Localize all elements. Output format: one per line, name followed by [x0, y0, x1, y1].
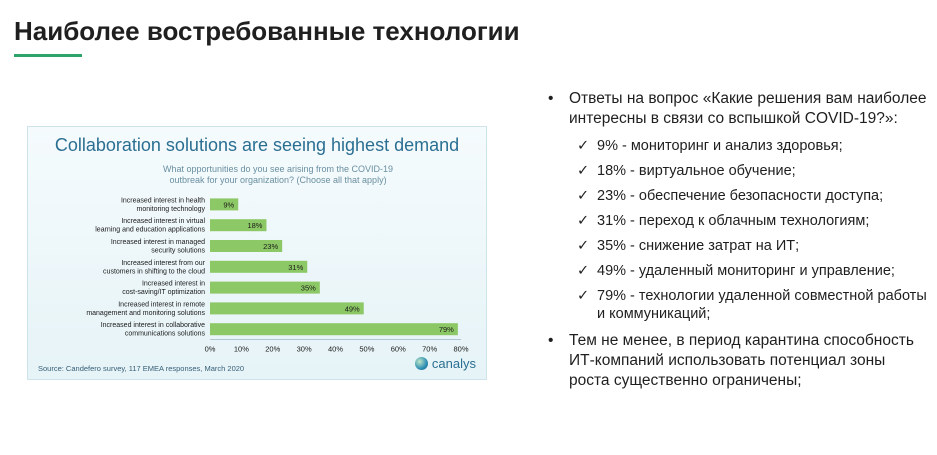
bullet-dot-icon: • — [548, 90, 554, 107]
checkmark-icon: ✓ — [577, 263, 590, 279]
checkmark-icon: ✓ — [577, 188, 590, 204]
category-label: Increased interest from our — [121, 260, 205, 267]
answer-item: ✓ 31% - переход к облачным технологиям; — [548, 212, 928, 230]
chart-source: Source: Candefero survey, 117 EMEA respo… — [38, 364, 245, 373]
checkmark-icon: ✓ — [577, 138, 590, 154]
answer-item: ✓ 18% - виртуальное обучение; — [548, 162, 928, 180]
bar — [210, 198, 239, 211]
x-tick-label: 30% — [297, 345, 312, 354]
title-underline — [14, 54, 82, 57]
x-tick-label: 80% — [453, 345, 468, 354]
x-tick-label: 40% — [328, 345, 343, 354]
chart-card: Collaboration solutions are seeing highe… — [27, 126, 487, 380]
checkmark-icon: ✓ — [577, 238, 590, 254]
answer-text: 9% - мониторинг и анализ здоровья; — [597, 138, 843, 154]
bar — [210, 323, 458, 336]
x-tick-label: 20% — [265, 345, 280, 354]
category-label: Increased interest in — [142, 281, 205, 288]
answer-text: 79% - технологии удаленной совместной ра… — [597, 288, 927, 322]
bar-value-label: 18% — [247, 221, 262, 230]
conclusion-text: Тем не менее, в период карантина способн… — [569, 332, 914, 389]
answer-item: ✓ 79% - технологии удаленной совместной р… — [548, 287, 928, 323]
category-label: Increased interest in virtual — [121, 218, 205, 225]
answer-text: 31% - переход к облачным технологиям; — [597, 213, 870, 229]
bar — [210, 240, 283, 252]
conclusion-bullet: • Тем не менее, в период карантина спосо… — [548, 331, 928, 391]
category-label: cost-saving/IT optimization — [122, 289, 205, 296]
bar-value-label: 31% — [288, 263, 303, 272]
bullet-list: • Ответы на вопрос «Какие решения вам на… — [548, 89, 928, 391]
category-label: Increased interest in health — [121, 197, 205, 204]
bar-chart: 9% Increased interest in health monitoring… — [86, 197, 469, 354]
bar — [210, 302, 364, 315]
x-tick-label: 70% — [422, 345, 437, 354]
category-label: learning and education applications — [95, 227, 205, 234]
question-bullet: • Ответы на вопрос «Какие решения вам на… — [548, 89, 928, 129]
answer-item: ✓ 23% - обеспечение безопасности доступа; — [548, 187, 928, 205]
bar-value-label: 49% — [345, 304, 360, 313]
question-text: Ответы на вопрос «Какие решения вам наиб… — [569, 90, 927, 127]
bar-value-label: 9% — [223, 200, 234, 209]
bar-value-label: 79% — [439, 325, 454, 334]
bar-value-label: 35% — [301, 284, 316, 293]
bar — [210, 260, 308, 273]
answer-item: ✓ 35% - снижение затрат на ИТ; — [548, 237, 928, 255]
answer-text: 23% - обеспечение безопасности доступа; — [597, 188, 884, 204]
brand-name: canalys — [431, 356, 476, 371]
answer-item: ✓ 49% - удаленный мониторинг и управление… — [548, 262, 928, 280]
checkmark-icon: ✓ — [577, 213, 590, 229]
x-tick-label: 50% — [359, 345, 374, 354]
answer-list: ✓ 9% - мониторинг и анализ здоровья; ✓ 18% … — [548, 137, 928, 323]
x-tick-label: 10% — [234, 345, 249, 354]
category-label: Increased interest in collaborative — [101, 322, 205, 329]
bar — [210, 219, 267, 232]
bar-value-label: 23% — [263, 242, 278, 251]
checkmark-icon: ✓ — [577, 288, 590, 304]
category-label: monitoring technology — [137, 206, 206, 213]
bullet-dot-icon: • — [548, 332, 554, 349]
answer-text: 35% - снижение затрат на ИТ; — [597, 238, 800, 254]
category-label: communications solutions — [125, 331, 206, 338]
answer-text: 49% - удаленный мониторинг и управление; — [597, 263, 895, 279]
category-label: security solutions — [151, 248, 205, 255]
chart-title: Collaboration solutions are seeing highe… — [54, 135, 460, 155]
bar — [210, 281, 320, 294]
category-label: management and monitoring solutions — [86, 310, 205, 317]
answer-item: ✓ 9% - мониторинг и анализ здоровья; — [548, 137, 928, 155]
x-tick-label: 0% — [205, 345, 216, 354]
slide-title: Наиболее востребованные технологии — [14, 16, 520, 46]
category-label: Increased interest in remote — [118, 301, 205, 308]
checkmark-icon: ✓ — [577, 163, 590, 179]
canalys-logo-icon — [414, 357, 428, 370]
answer-text: 18% - виртуальное обучение; — [597, 163, 796, 179]
brand-logo: canalys — [414, 356, 476, 371]
chart-subtitle: What opportunities do you see arising fr… — [162, 164, 394, 185]
category-label: Increased interest in managed — [111, 239, 205, 246]
x-tick-label: 60% — [391, 345, 406, 354]
category-label: customers in shifting to the cloud — [103, 268, 205, 275]
